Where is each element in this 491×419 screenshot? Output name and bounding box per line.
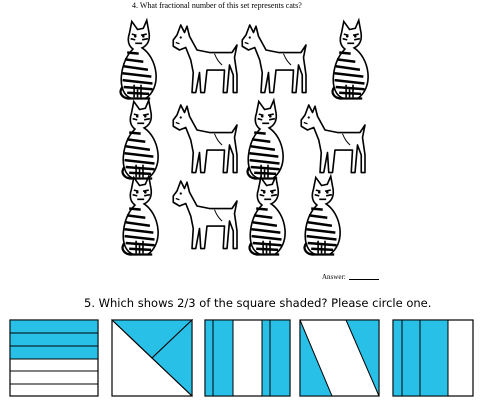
answer-label: Answer: (322, 273, 346, 281)
question-5-text: 5. Which shows 2/3 of the square shaded?… (84, 296, 431, 310)
dog-icon (173, 25, 237, 93)
dog-icon (173, 105, 237, 173)
dog-icon (173, 181, 237, 249)
cat-icon (250, 176, 286, 254)
option-columns-left-mid-shaded[interactable] (393, 320, 473, 396)
shape-options (0, 312, 491, 412)
cat-icon (123, 176, 159, 254)
option-triangle-split[interactable] (112, 320, 192, 396)
animal-grid (0, 0, 491, 260)
cat-icon (333, 20, 369, 98)
cat-icon (248, 100, 284, 178)
dog-icon (242, 25, 306, 93)
option-columns-outer-shaded[interactable] (205, 320, 290, 396)
option-parallelogram-split[interactable] (300, 320, 379, 396)
answer-blank[interactable] (349, 279, 379, 280)
cat-icon (305, 176, 341, 254)
cat-icon (121, 20, 157, 98)
option-horizontal-stripes[interactable] (10, 320, 98, 396)
cat-icon (123, 100, 159, 178)
answer-row: Answer: (322, 273, 379, 281)
dog-icon (301, 105, 365, 173)
